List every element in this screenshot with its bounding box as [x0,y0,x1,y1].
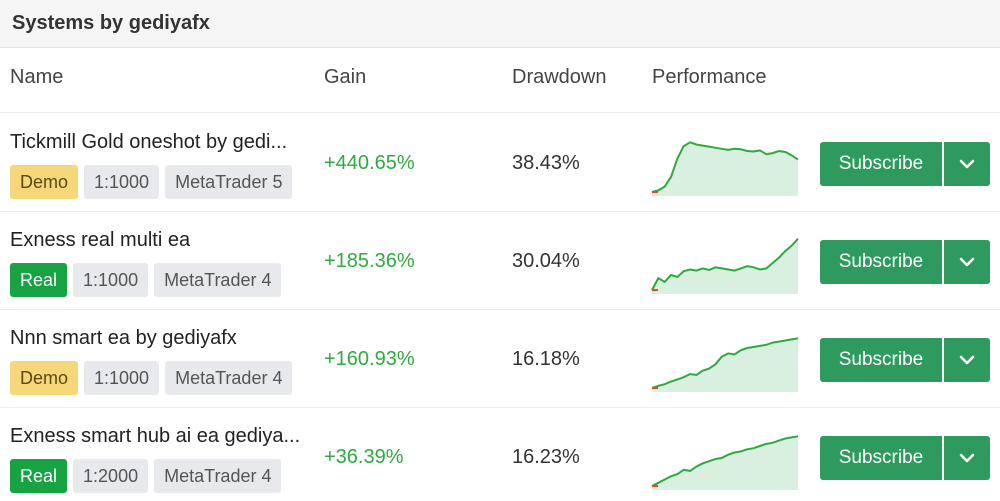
header-divider [0,112,1000,113]
subscribe-button[interactable]: Subscribe [820,240,942,284]
column-header-performance: Performance [652,66,767,88]
gain-value: +440.65% [324,152,415,174]
panel-title: Systems by gediyafx [0,0,1000,48]
leverage-tag: 1:2000 [73,459,149,493]
gain-value: +160.93% [324,348,415,370]
sparkline-line [651,238,799,291]
account-type-tag: Demo [10,165,79,199]
subscribe-button[interactable]: Subscribe [820,142,942,186]
subscribe-button[interactable]: Subscribe [820,338,942,382]
account-type-tag: Real [10,263,68,297]
sparkline-area [652,338,798,392]
sparkline-area [652,142,798,196]
subscribe-button-group: Subscribe [820,142,990,186]
subscribe-dropdown-button[interactable] [944,142,990,186]
subscribe-dropdown-button[interactable] [944,338,990,382]
system-row: Tickmill Gold oneshot by gedi... Demo 1:… [0,114,1000,212]
system-row: Exness smart hub ai ea gediya... Real 1:… [0,408,1000,501]
drawdown-value: 16.23% [512,446,580,468]
chevron-down-icon [959,355,975,365]
drawdown-value: 38.43% [512,152,580,174]
system-tags: Demo 1:1000 MetaTrader 5 [10,165,293,199]
system-tags: Real 1:1000 MetaTrader 4 [10,263,282,297]
chevron-down-icon [959,257,975,267]
platform-tag: MetaTrader 4 [154,459,282,493]
row-divider [0,309,1000,310]
subscribe-button-group: Subscribe [820,240,990,284]
gain-value: +185.36% [324,250,415,272]
column-header-gain[interactable]: Gain [324,66,367,88]
subscribe-dropdown-button[interactable] [944,436,990,480]
column-header-name[interactable]: Name [10,66,64,88]
account-type-tag: Real [10,459,68,493]
sparkline-line [651,141,799,193]
system-row: Exness real multi ea Real 1:1000 MetaTra… [0,212,1000,310]
performance-sparkline [651,337,799,392]
system-row: Nnn smart ea by gediyafx Demo 1:1000 Met… [0,310,1000,408]
row-divider [0,407,1000,408]
sparkline-line [651,337,799,389]
subscribe-button-group: Subscribe [820,338,990,382]
system-name-link[interactable]: Exness real multi ea [10,229,191,251]
account-type-tag: Demo [10,361,79,395]
sparkline-area [652,238,798,294]
system-tags: Real 1:2000 MetaTrader 4 [10,459,282,493]
platform-tag: MetaTrader 4 [165,361,293,395]
row-divider [0,211,1000,212]
performance-sparkline [651,238,799,294]
subscribe-button[interactable]: Subscribe [820,436,942,480]
performance-sparkline [651,435,799,490]
column-header-drawdown[interactable]: Drawdown [512,66,607,88]
sparkline-line [651,435,799,487]
subscribe-button-group: Subscribe [820,436,990,480]
system-name-link[interactable]: Nnn smart ea by gediyafx [10,327,237,349]
leverage-tag: 1:1000 [84,361,160,395]
system-name-link[interactable]: Tickmill Gold oneshot by gedi... [10,131,288,153]
system-tags: Demo 1:1000 MetaTrader 4 [10,361,293,395]
platform-tag: MetaTrader 5 [165,165,293,199]
drawdown-value: 30.04% [512,250,580,272]
drawdown-value: 16.18% [512,348,580,370]
platform-tag: MetaTrader 4 [154,263,282,297]
performance-sparkline [651,141,799,196]
leverage-tag: 1:1000 [73,263,149,297]
chevron-down-icon [959,159,975,169]
subscribe-dropdown-button[interactable] [944,240,990,284]
leverage-tag: 1:1000 [84,165,160,199]
gain-value: +36.39% [324,446,404,468]
chevron-down-icon [959,453,975,463]
sparkline-area [652,436,798,490]
system-name-link[interactable]: Exness smart hub ai ea gediya... [10,425,301,447]
